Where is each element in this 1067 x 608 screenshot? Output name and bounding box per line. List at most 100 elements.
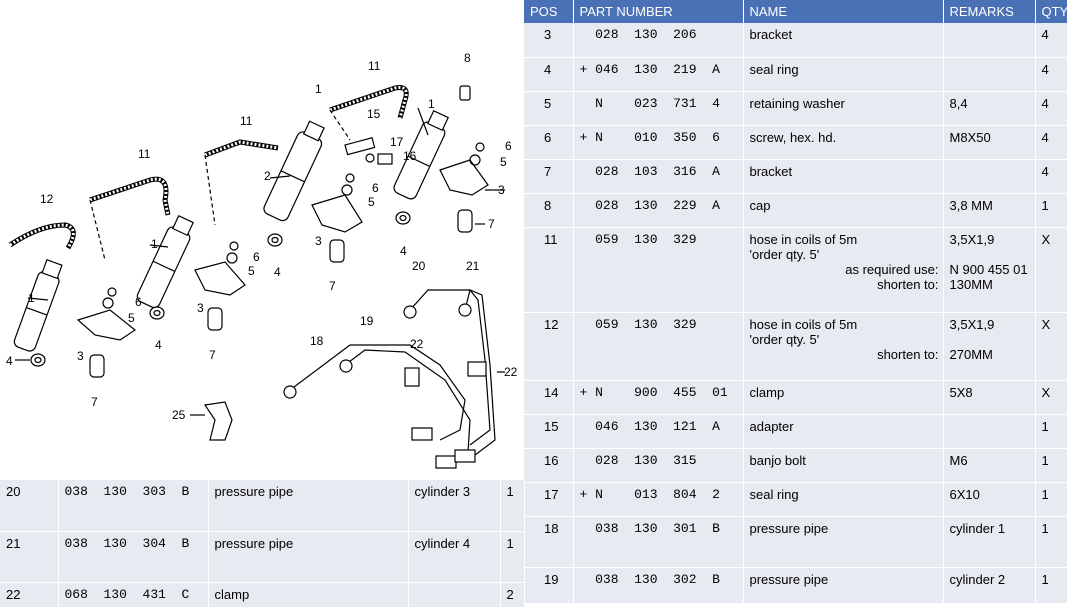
cell-name: pressure pipe [208, 480, 409, 532]
cell-pos: 4 [524, 57, 574, 92]
cell-part: 046 130 121 A [573, 414, 744, 449]
diagram-label: 12 [40, 192, 54, 206]
header-part-number: PART NUMBER [573, 0, 744, 23]
diagram-label: 22 [504, 365, 518, 379]
cell-part: 028 130 315 [573, 448, 744, 483]
cell-part: + 046 130 219 A [573, 57, 744, 92]
diagram-label: 1 [151, 237, 158, 251]
table-row: 21 038 130 304 B pressure pipe cylinder … [0, 531, 525, 583]
table-row: 22 068 130 431 C clamp 2 [0, 582, 525, 608]
cell-qty: 4 [1035, 159, 1067, 194]
diagram-label: 6 [372, 181, 379, 195]
cell-name: banjo bolt [743, 448, 944, 483]
cell-name: adapter [743, 414, 944, 449]
cell-pos: 20 [0, 480, 59, 532]
table-row: 4 + 046 130 219 A seal ring 4 [524, 57, 1067, 92]
cell-remarks: 6X10 [943, 482, 1036, 517]
cell-qty: 1 [1035, 414, 1067, 449]
parts-table: POS PART NUMBER NAME REMARKS QTY 3 028 1… [524, 0, 1067, 604]
header-remarks: REMARKS [943, 0, 1036, 23]
cell-qty: 4 [1035, 57, 1067, 92]
cell-remarks: cylinder 2 [943, 567, 1036, 604]
table-row: 7 028 103 316 A bracket 4 [524, 159, 1067, 194]
diagram-label: 25 [172, 408, 186, 422]
cell-qty: X [1035, 227, 1067, 313]
cell-remarks: cylinder 3 [408, 480, 501, 532]
diagram-label: 22 [410, 337, 424, 351]
cell-remarks: M8X50 [943, 125, 1036, 160]
name-line: hose in coils of 5m [749, 316, 858, 332]
diagram-label: 11 [240, 114, 253, 128]
cell-part: 028 103 316 A [573, 159, 744, 194]
cell-pos: 5 [524, 91, 574, 126]
cell-part: 038 130 301 B [573, 516, 744, 568]
cell-pos: 17 [524, 482, 574, 517]
cell-qty: 4 [1035, 91, 1067, 126]
name-line: 'order qty. 5' [749, 246, 820, 262]
diagram-label: 1 [315, 82, 322, 96]
cell-name: screw, hex. hd. [743, 125, 944, 160]
cell-pos: 12 [524, 312, 574, 381]
remarks-line: N 900 455 01 [949, 261, 1028, 277]
diagram-label: 20 [412, 259, 426, 273]
table-row: 6 + N 010 350 6 screw, hex. hd. M8X50 4 [524, 125, 1067, 160]
header-name: NAME [743, 0, 944, 23]
cell-part: 068 130 431 C [58, 582, 209, 608]
cell-remarks [943, 159, 1036, 194]
cell-remarks: 3,5X1,9 270MM [943, 312, 1036, 381]
diagram-label: 6 [135, 295, 142, 309]
table-row: 5 N 023 731 4 retaining washer 8,4 4 [524, 91, 1067, 126]
cell-remarks: 3,8 MM [943, 193, 1036, 228]
diagram-label: 6 [505, 139, 512, 153]
cell-remarks [408, 582, 501, 608]
cell-remarks: 8,4 [943, 91, 1036, 126]
cell-qty: X [1035, 312, 1067, 381]
diagram-label: 4 [400, 244, 407, 258]
table-row: 3 028 130 206 bracket 4 [524, 23, 1067, 58]
diagram-label: 5 [128, 311, 135, 325]
cell-qty: 1 [1035, 193, 1067, 228]
cell-pos: 8 [524, 193, 574, 228]
cell-remarks: 3,5X1,9 N 900 455 01 130MM [943, 227, 1036, 313]
cell-qty: 2 [500, 582, 525, 608]
cell-qty: 1 [1035, 567, 1067, 604]
cell-part: 038 130 302 B [573, 567, 744, 604]
cell-remarks [943, 23, 1036, 58]
diagram-label: 19 [360, 314, 374, 328]
cell-name: hose in coils of 5m 'order qty. 5' as re… [743, 227, 944, 313]
diagram-label: 6 [253, 250, 260, 264]
cell-pos: 21 [0, 531, 59, 583]
cell-name: hose in coils of 5m 'order qty. 5' short… [743, 312, 944, 381]
cell-part: + N 900 455 01 [573, 380, 744, 415]
cell-qty: 4 [1035, 125, 1067, 160]
cell-name: seal ring [743, 482, 944, 517]
table-row: 12 059 130 329 hose in coils of 5m 'orde… [524, 312, 1067, 381]
cell-qty: 1 [500, 531, 525, 583]
diagram-label: 2 [264, 169, 271, 183]
cell-name: pressure pipe [743, 567, 944, 604]
name-line: as required use: [845, 261, 939, 277]
diagram-label: 4 [155, 338, 162, 352]
cell-qty: X [1035, 380, 1067, 415]
cell-pos: 11 [524, 227, 574, 313]
diagram-label: 18 [310, 334, 324, 348]
diagram-label: 1 [428, 97, 435, 111]
remarks-line: 130MM [949, 276, 993, 292]
header-qty: QTY [1035, 0, 1067, 23]
name-line: 'order qty. 5' [749, 331, 820, 347]
cell-part: + N 010 350 6 [573, 125, 744, 160]
cell-name: clamp [743, 380, 944, 415]
name-line: hose in coils of 5m [749, 231, 858, 247]
name-line: shorten to: [877, 276, 939, 292]
cell-part: 028 130 229 A [573, 193, 744, 228]
diagram-label: 11 [138, 147, 151, 161]
table-row: 16 028 130 315 banjo bolt M6 1 [524, 448, 1067, 483]
cell-qty: 4 [1035, 23, 1067, 58]
diagram-label: 11 [368, 59, 381, 73]
cell-qty: 1 [1035, 448, 1067, 483]
diagram-label: 4 [6, 354, 13, 368]
diagram-label: 3 [197, 301, 204, 315]
remarks-line: 3,5X1,9 [949, 316, 995, 332]
table-header-row: POS PART NUMBER NAME REMARKS QTY [524, 0, 1067, 23]
cell-qty: 1 [1035, 516, 1067, 568]
